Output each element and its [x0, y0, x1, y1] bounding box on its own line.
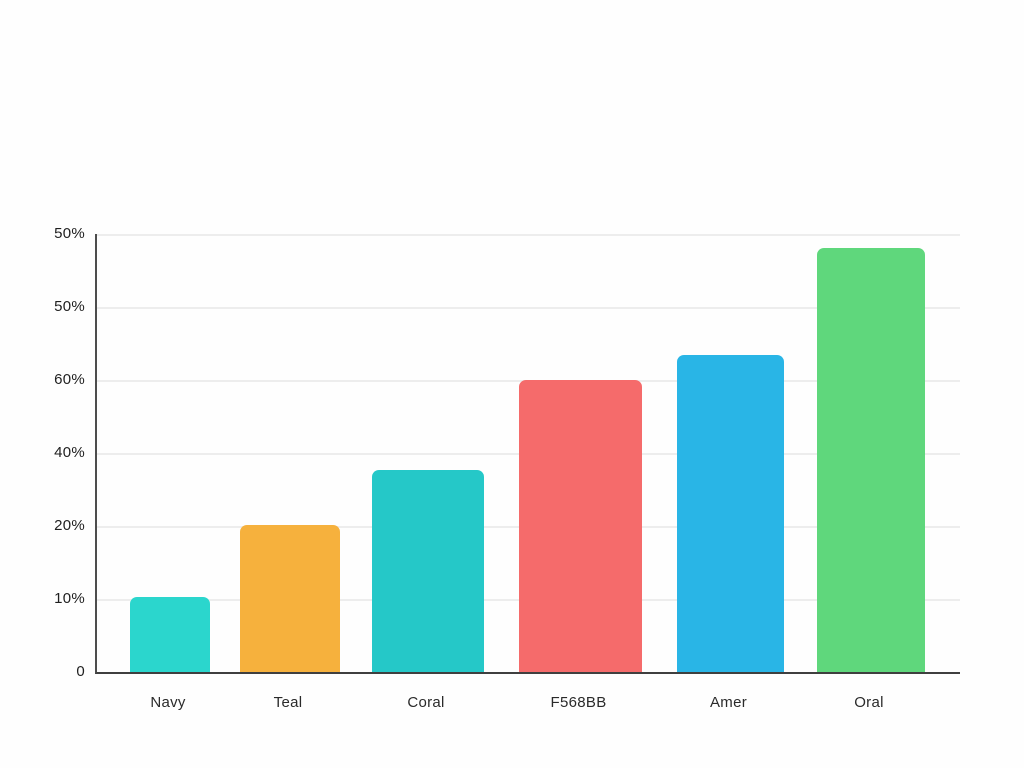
gridline: [97, 307, 960, 309]
y-axis-tick-label: 10%: [54, 590, 85, 607]
plot-area: [95, 234, 960, 674]
bar-coral: [372, 470, 484, 672]
x-axis-tick-label: Amer: [709, 694, 748, 711]
y-axis-tick-label: 50%: [54, 225, 85, 242]
x-axis-tick-label: Navy: [150, 694, 186, 711]
y-axis-tick-label: 20%: [54, 517, 85, 534]
bar-navy: [130, 597, 210, 672]
bar-f568bb: [519, 380, 642, 672]
bar-teal: [240, 525, 340, 672]
y-axis-tick-label: 40%: [54, 444, 85, 461]
x-axis-tick-label: Oral: [854, 694, 884, 711]
x-axis-tick-label: Teal: [273, 694, 303, 711]
y-axis-tick-label: 50%: [54, 298, 85, 315]
gridline: [97, 234, 960, 236]
x-axis-tick-label: F568BB: [550, 694, 607, 711]
bar-amer: [677, 355, 784, 672]
y-axis-tick-label: 60%: [54, 371, 85, 388]
bar-oral: [817, 248, 925, 672]
y-axis-tick-label: 0: [76, 663, 85, 680]
x-axis-tick-label: Coral: [407, 694, 445, 711]
